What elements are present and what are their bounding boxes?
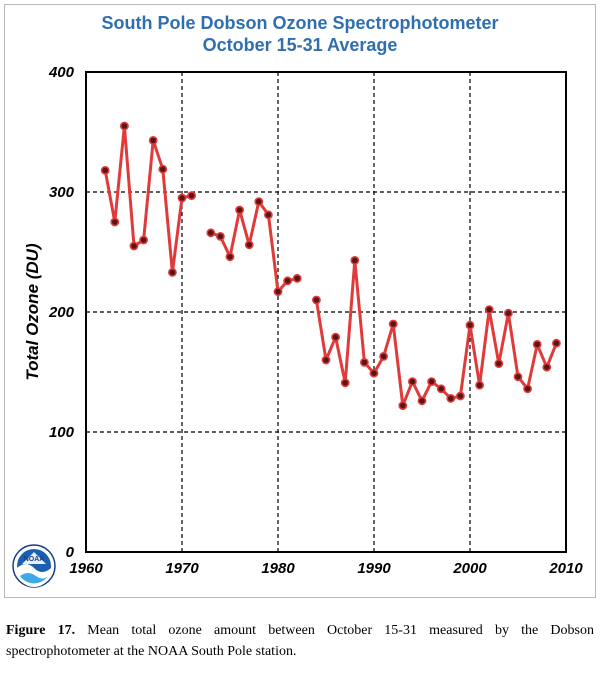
- tick-labels: 1960 1970 1980 1990 2000 2010 0 100 200 300 400: [48, 64, 583, 577]
- data-point: [254, 197, 264, 206]
- x-tick-label: 1970: [165, 560, 199, 577]
- x-tick-label: 1990: [357, 560, 391, 577]
- data-point: [331, 332, 340, 342]
- data-point: [523, 384, 532, 394]
- data-point: [283, 276, 292, 286]
- data-point: [158, 164, 168, 174]
- data-point: [311, 295, 321, 305]
- data-point: [542, 362, 552, 372]
- ozone-chart: South Pole Dobson Ozone Spectrophotomete…: [12, 13, 583, 588]
- data-point: [167, 267, 177, 277]
- data-point: [436, 384, 446, 394]
- x-tick-label: 2000: [452, 560, 487, 577]
- figure-caption: Figure 17. Mean total ozone amount betwe…: [6, 620, 594, 662]
- data-point: [187, 191, 196, 200]
- x-tick-label: 2010: [548, 560, 583, 577]
- data-point: [148, 135, 158, 145]
- data-point: [225, 252, 235, 262]
- data-point: [350, 255, 360, 265]
- data-point: [513, 372, 523, 382]
- data-point: [398, 401, 408, 410]
- y-tick-label: 100: [49, 424, 75, 441]
- data-point: [100, 165, 110, 175]
- noaa-logo-icon: NOAA: [12, 544, 56, 588]
- ozone-series: [100, 121, 561, 410]
- data-point: [129, 241, 139, 251]
- y-tick-label: 300: [49, 184, 75, 201]
- figure-frame: [4, 4, 596, 598]
- series-line: [210, 200, 298, 294]
- data-point: [273, 287, 283, 296]
- data-point: [244, 240, 254, 250]
- data-point: [388, 319, 398, 329]
- caption-text: Mean total ozone amount between October …: [6, 623, 594, 659]
- caption-label: Figure 17.: [6, 623, 76, 638]
- data-point: [110, 217, 120, 227]
- data-point: [475, 380, 484, 390]
- data-point: [359, 357, 369, 367]
- y-axis-label: Total Ozone (DU): [23, 243, 42, 381]
- chart-title-line-2: October 15-31 Average: [203, 35, 398, 55]
- data-point: [446, 393, 456, 403]
- data-point: [427, 377, 436, 386]
- series-line: [103, 124, 192, 274]
- data-point: [139, 235, 148, 245]
- data-point: [206, 228, 216, 238]
- x-tick-label: 1960: [69, 560, 103, 577]
- y-tick-label: 400: [48, 64, 75, 81]
- data-point: [235, 205, 244, 215]
- data-point: [321, 355, 331, 365]
- data-point: [340, 378, 350, 388]
- plot-frame: [85, 71, 567, 553]
- x-tick-label: 1980: [261, 560, 295, 577]
- data-point: [120, 121, 129, 131]
- y-tick-label: 0: [66, 544, 75, 561]
- y-tick-label: 200: [48, 304, 75, 321]
- data-point: [177, 193, 187, 203]
- data-point: [263, 210, 273, 220]
- series-line: [314, 258, 558, 408]
- data-point: [494, 359, 504, 368]
- data-point: [455, 391, 465, 401]
- data-point: [503, 308, 513, 318]
- data-point: [465, 320, 475, 330]
- data-point: [417, 396, 427, 406]
- noaa-logo-text: NOAA: [24, 556, 45, 563]
- data-point: [292, 273, 302, 283]
- data-point: [407, 377, 417, 386]
- data-point: [484, 305, 494, 314]
- data-point: [369, 368, 379, 378]
- chart-title-line-1: South Pole Dobson Ozone Spectrophotomete…: [101, 13, 498, 33]
- grid: [86, 72, 566, 552]
- data-point: [532, 339, 542, 349]
- data-point: [552, 338, 561, 348]
- data-point: [379, 351, 388, 361]
- data-point: [215, 231, 225, 241]
